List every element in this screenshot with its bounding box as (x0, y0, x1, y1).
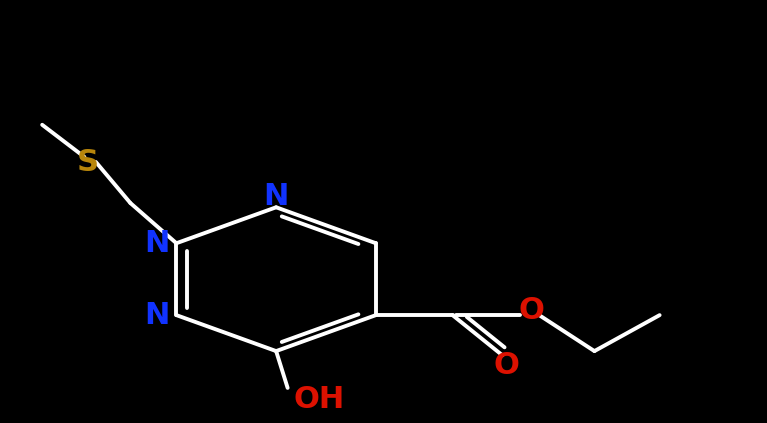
Text: O: O (518, 297, 545, 325)
Text: N: N (263, 182, 289, 211)
Text: OH: OH (294, 385, 345, 414)
Text: N: N (144, 229, 170, 258)
Text: S: S (77, 148, 99, 177)
Text: O: O (493, 352, 519, 380)
Text: N: N (144, 301, 170, 330)
